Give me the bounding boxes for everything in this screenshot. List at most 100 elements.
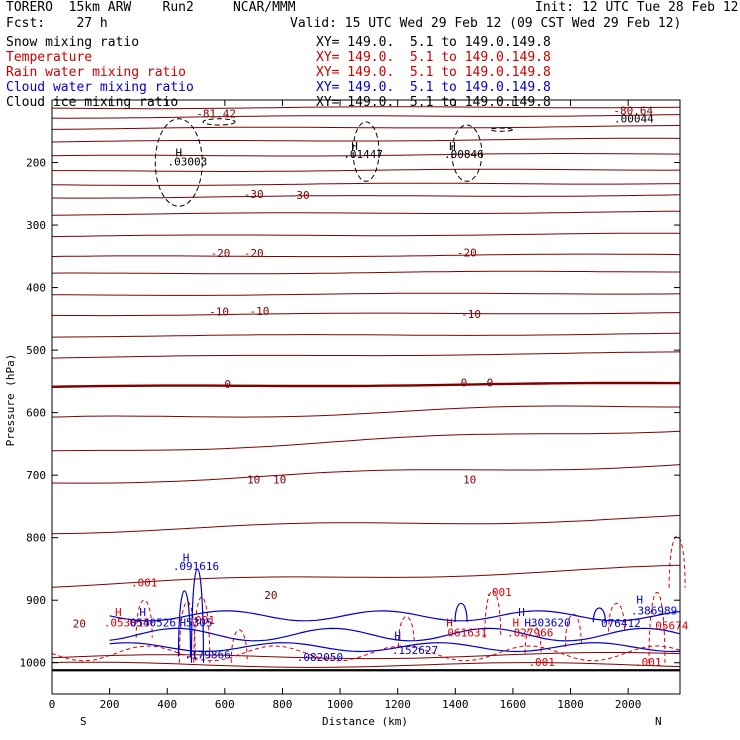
rain-cell-8 <box>608 602 626 632</box>
rain-label-4: H <box>446 617 453 630</box>
isotherm-20 <box>51 514 681 535</box>
rain-cell-3 <box>230 629 248 663</box>
cloud-water-cell-0 <box>177 590 192 657</box>
x-tick-label-2: 400 <box>157 698 177 711</box>
y-tick-label-2: 400 <box>26 282 46 295</box>
isotherm-16 <box>51 381 680 388</box>
rain-label-8: .027966 <box>507 627 553 640</box>
isotherm-23 <box>51 661 681 668</box>
legend-cloud-water: Cloud water mixing ratio <box>6 80 194 95</box>
temperature-label-12: 0 <box>487 376 494 389</box>
isotherm-21 <box>51 564 681 588</box>
isotherm-19 <box>51 464 681 484</box>
y-tick-label-8: 1000 <box>20 657 47 670</box>
rain-cell-5 <box>484 590 502 638</box>
ice-label-5: .00846 <box>444 148 484 161</box>
temperature-label-9: -10 <box>461 308 481 321</box>
ice-label-0: H <box>175 146 182 159</box>
temperature-label-0: -81.42 <box>196 108 236 121</box>
rain-cell-9 <box>648 592 666 663</box>
temperature-label-10: 0 <box>224 378 231 391</box>
rain-cell-0 <box>135 600 153 638</box>
temperature-label-11: 0 <box>461 376 468 389</box>
isotherm-10 <box>51 253 681 258</box>
cloud-water-band-2 <box>109 642 681 653</box>
plot-frame <box>51 99 681 695</box>
x-tick-label-3: 600 <box>215 698 235 711</box>
cloud-water-label-2: H <box>139 606 146 619</box>
north-label: N <box>655 715 662 728</box>
x-tick-label-5: 1000 <box>327 698 354 711</box>
ice-label-1: .03003 <box>168 156 208 169</box>
ice-cell-2 <box>451 124 483 182</box>
temperature-label-14: 10 <box>273 473 286 486</box>
y-axis-label: Pressure (hPa) <box>4 354 17 447</box>
isotherm-14 <box>51 332 681 338</box>
legend-snow-xy: XY= 149.0. 5.1 to 149.0.149.8 <box>316 35 551 50</box>
isotherm-6 <box>51 182 681 186</box>
overlap-label-1: H5305 <box>179 617 212 630</box>
temperature-label-3: -30 <box>290 189 310 202</box>
isotherm-4 <box>51 153 681 157</box>
y-tick-label-6: 800 <box>26 532 46 545</box>
temperature-label-7: -10 <box>209 306 229 319</box>
rain-cell-10 <box>668 535 686 588</box>
rain-label-6: .001 <box>485 586 512 599</box>
isotherm-15 <box>51 351 681 359</box>
x-tick-label-7: 1400 <box>442 698 469 711</box>
forecast-hour: Fcst: 27 h <box>6 16 108 31</box>
cloud-water-cell-3 <box>592 607 606 623</box>
isotherm-0 <box>51 106 681 110</box>
overlap-label-3: 076412 <box>601 617 641 630</box>
temperature-label-8: -10 <box>249 305 269 318</box>
cloud-water-contours <box>109 568 681 663</box>
cloud-water-cell-2 <box>454 602 468 623</box>
isotherm-11 <box>51 270 680 275</box>
x-tick-label-6: 1200 <box>384 698 411 711</box>
rain-cell-2 <box>193 596 211 663</box>
isotherm-22 <box>51 652 681 660</box>
isotherm-17 <box>51 405 680 418</box>
cloud-ice-contours <box>154 118 513 207</box>
temperature-label-1: -80.64 <box>613 104 653 117</box>
ice-cell-3 <box>202 118 236 126</box>
rain-cell-1 <box>178 601 196 663</box>
x-tick-label-8: 1600 <box>500 698 527 711</box>
ice-label-6: .00044 <box>614 113 654 126</box>
ice-label-4: H <box>449 140 456 153</box>
rain-label-0: .001 <box>131 577 158 590</box>
temperature-label-16: 20 <box>73 618 86 631</box>
rain-band <box>51 645 681 662</box>
ice-cell-4 <box>489 127 513 132</box>
rain-label-11: .001 <box>635 656 662 669</box>
cloud-water-label-6: .152627 <box>392 644 438 657</box>
cloud-water-label-0: H <box>183 551 190 564</box>
x-tick-label-1: 200 <box>100 698 120 711</box>
ice-cell-1 <box>352 121 380 182</box>
cloud-water-label-9: .386989 <box>631 605 677 618</box>
rain-label-3: .001 <box>189 614 216 627</box>
y-tick-label-0: 200 <box>26 157 46 170</box>
rain-label-5: .061631 <box>441 627 487 640</box>
cloud-water-band-0 <box>109 610 681 622</box>
temperature-label-17: 20 <box>264 589 277 602</box>
overlap-label-2: H303620 <box>524 617 570 630</box>
x-tick-label-4: 800 <box>273 698 293 711</box>
temperature-label-15: 10 <box>463 473 476 486</box>
rain-cell-6 <box>524 624 542 654</box>
isotherm-9 <box>51 232 680 238</box>
y-tick-label-4: 600 <box>26 407 46 420</box>
rain-cell-4 <box>397 616 415 648</box>
cloud-water-cell-1 <box>190 568 205 663</box>
valid-time: Valid: 15 UTC Wed 29 Feb 12 (09 CST Wed … <box>290 16 682 31</box>
cloud-water-label-8: H <box>636 593 643 606</box>
legend-snow: Snow mixing ratio <box>6 35 140 50</box>
south-label: S <box>80 715 87 728</box>
rain-label-1: H <box>115 606 122 619</box>
isotherm-13 <box>51 312 681 317</box>
ice-label-3: .01447 <box>343 148 383 161</box>
temperature-label-13: 10 <box>247 473 260 486</box>
cloud-water-label-4: .082050 <box>297 651 343 664</box>
